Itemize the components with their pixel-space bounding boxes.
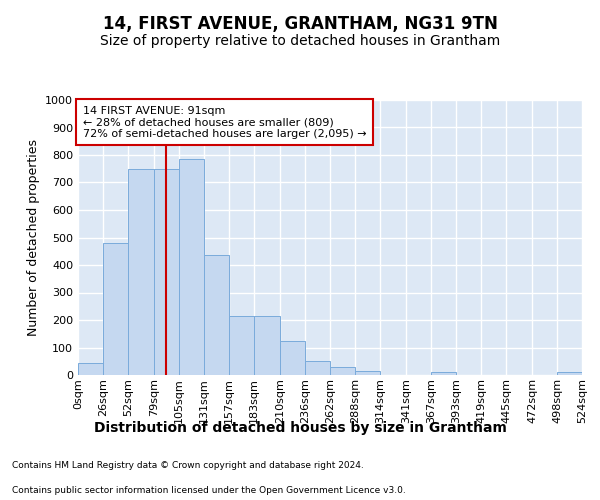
Text: Size of property relative to detached houses in Grantham: Size of property relative to detached ho… <box>100 34 500 48</box>
Text: 14 FIRST AVENUE: 91sqm
← 28% of detached houses are smaller (809)
72% of semi-de: 14 FIRST AVENUE: 91sqm ← 28% of detached… <box>83 106 367 138</box>
Bar <box>305 361 330 375</box>
Bar <box>78 364 103 375</box>
Bar <box>179 159 204 375</box>
Bar <box>254 316 280 375</box>
Bar <box>128 169 154 375</box>
Bar <box>355 371 380 375</box>
Text: Contains HM Land Registry data © Crown copyright and database right 2024.: Contains HM Land Registry data © Crown c… <box>12 461 364 470</box>
Y-axis label: Number of detached properties: Number of detached properties <box>26 139 40 336</box>
Text: 14, FIRST AVENUE, GRANTHAM, NG31 9TN: 14, FIRST AVENUE, GRANTHAM, NG31 9TN <box>103 14 497 32</box>
Bar <box>229 316 254 375</box>
Bar <box>330 367 355 375</box>
Bar <box>280 340 305 375</box>
Bar <box>204 256 229 375</box>
Text: Distribution of detached houses by size in Grantham: Distribution of detached houses by size … <box>94 421 506 435</box>
Bar <box>431 372 456 375</box>
Bar <box>154 169 179 375</box>
Bar <box>103 243 128 375</box>
Text: Contains public sector information licensed under the Open Government Licence v3: Contains public sector information licen… <box>12 486 406 495</box>
Bar <box>557 372 582 375</box>
